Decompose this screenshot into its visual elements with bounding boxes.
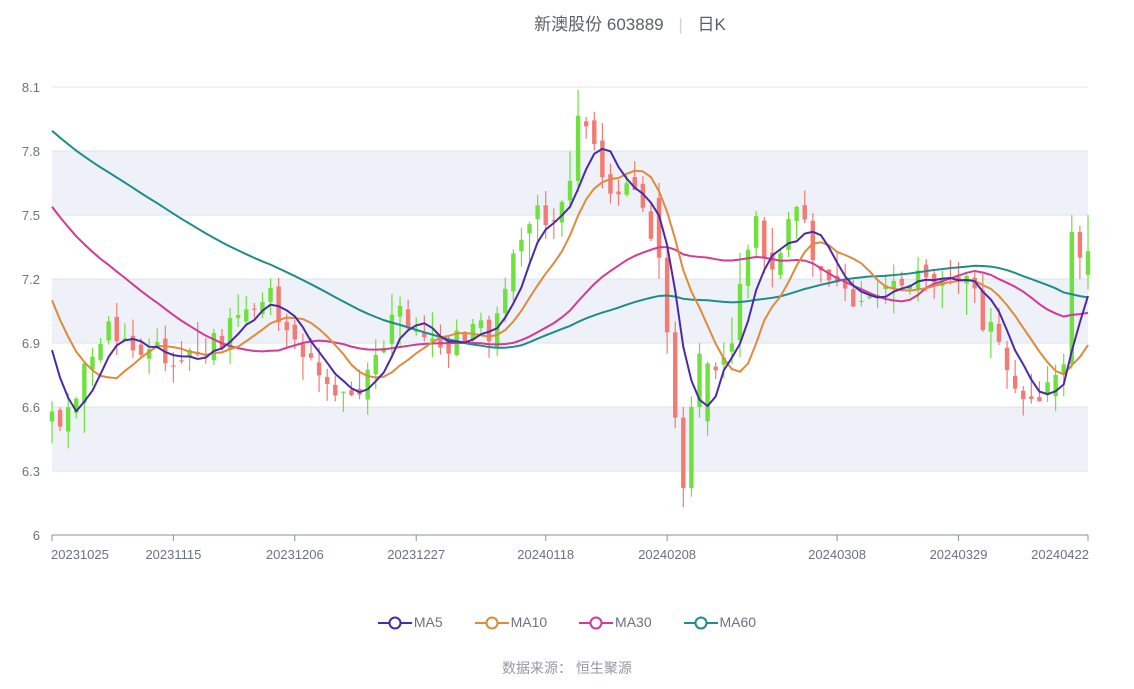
svg-text:6.3: 6.3: [22, 464, 40, 479]
svg-text:7.8: 7.8: [22, 144, 40, 159]
svg-text:20240208: 20240208: [638, 547, 696, 562]
svg-text:20231227: 20231227: [387, 547, 445, 562]
svg-text:20240329: 20240329: [930, 547, 988, 562]
svg-text:7.5: 7.5: [22, 208, 40, 223]
svg-text:6.9: 6.9: [22, 336, 40, 351]
svg-text:20240308: 20240308: [808, 547, 866, 562]
svg-text:20240422: 20240422: [1031, 547, 1089, 562]
svg-text:6: 6: [33, 528, 40, 543]
svg-text:20231206: 20231206: [266, 547, 324, 562]
svg-text:8.1: 8.1: [22, 80, 40, 95]
svg-text:6.6: 6.6: [22, 400, 40, 415]
svg-text:20231025: 20231025: [51, 547, 109, 562]
svg-text:7.2: 7.2: [22, 272, 40, 287]
svg-text:20240118: 20240118: [517, 547, 574, 562]
svg-text:20231115: 20231115: [145, 547, 201, 562]
